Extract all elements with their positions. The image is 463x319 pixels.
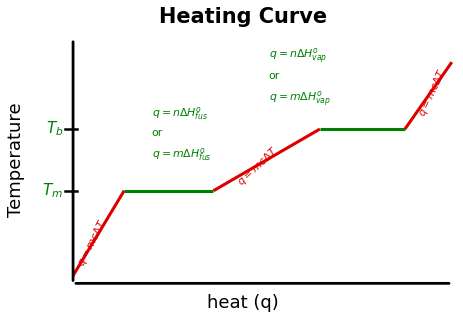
- Text: $T_m$: $T_m$: [42, 182, 63, 200]
- Text: $q = mc\Delta T$: $q = mc\Delta T$: [75, 218, 110, 270]
- Text: $q = n\Delta H^o_{fus}$
or
$q = m\Delta H^o_{fus}$: $q = n\Delta H^o_{fus}$ or $q = m\Delta …: [152, 106, 212, 163]
- Text: $q = mc\Delta T$: $q = mc\Delta T$: [235, 144, 282, 189]
- Y-axis label: Temperature: Temperature: [7, 103, 25, 217]
- Text: $q = n\Delta H^o_{vap}$
or
$q = m\Delta H^o_{vap}$: $q = n\Delta H^o_{vap}$ or $q = m\Delta …: [269, 46, 331, 109]
- Title: Heating Curve: Heating Curve: [159, 7, 327, 27]
- Text: $T_b$: $T_b$: [46, 120, 63, 138]
- X-axis label: heat (q): heat (q): [207, 294, 279, 312]
- Text: $q = mc\Delta T$: $q = mc\Delta T$: [415, 67, 450, 119]
